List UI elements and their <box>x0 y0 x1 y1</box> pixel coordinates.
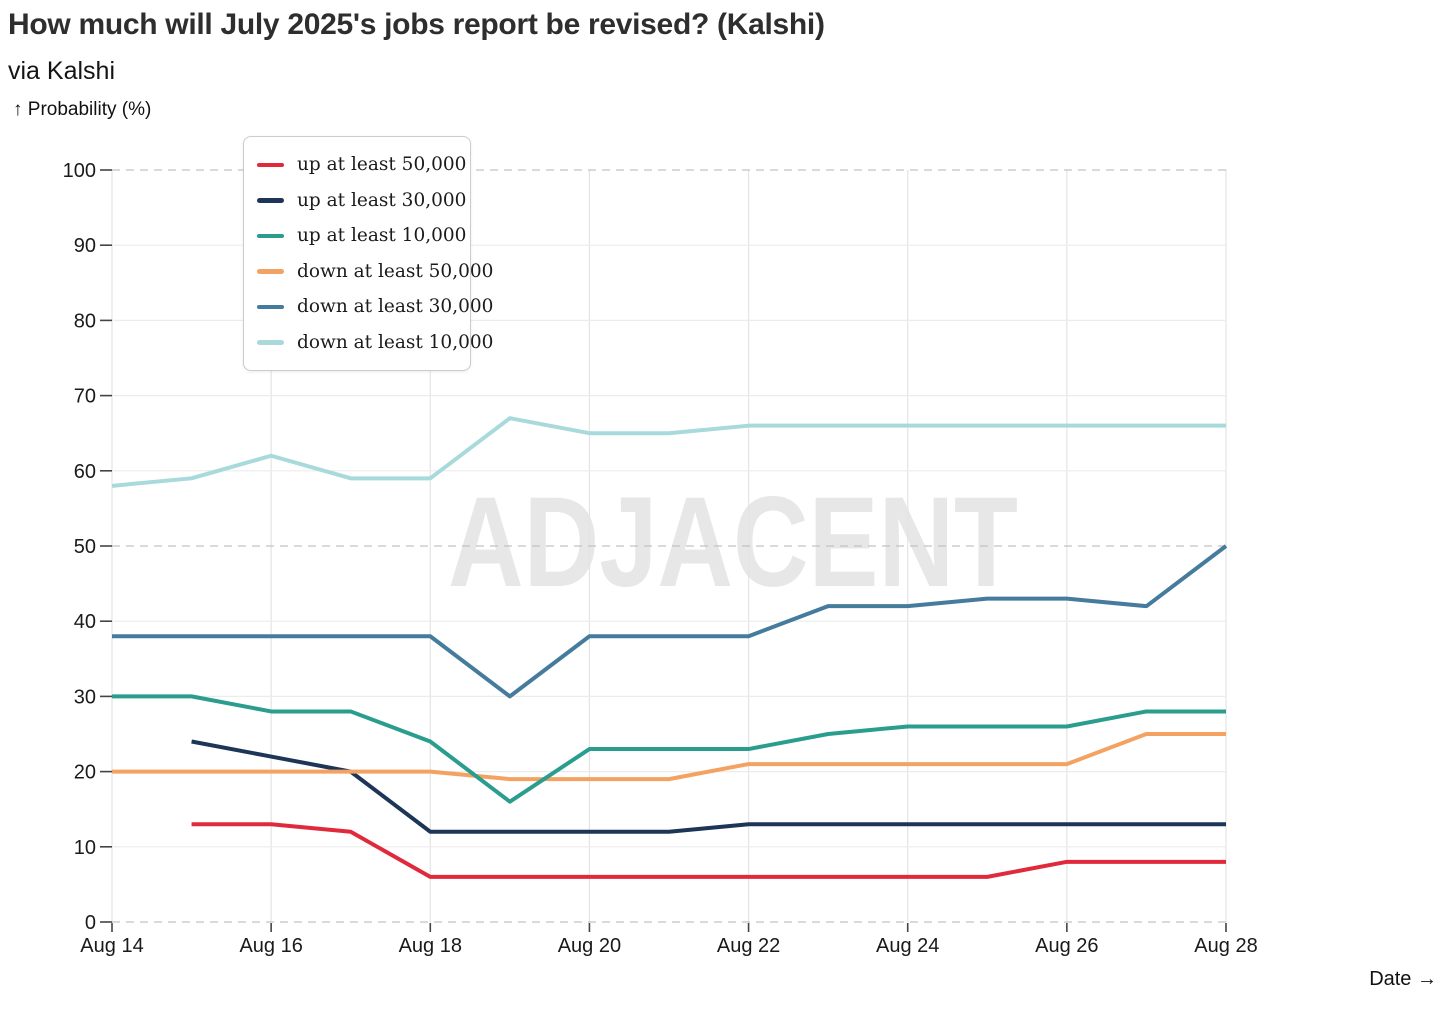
legend-label: up at least 50,000 <box>297 154 467 176</box>
x-tick-label: Aug 16 <box>239 935 302 957</box>
legend-swatch <box>257 162 284 167</box>
x-axis-label: Date → <box>1369 968 1437 990</box>
series-line-down-at-least-50-000 <box>112 732 1226 782</box>
series-line-up-at-least-10-000 <box>112 694 1226 804</box>
legend-item: up at least 50,000 <box>244 147 470 183</box>
legend-label: up at least 30,000 <box>297 189 467 211</box>
legend-item: up at least 10,000 <box>244 218 470 254</box>
x-tick-label: Aug 22 <box>717 935 780 957</box>
y-tick-label: 60 <box>74 461 96 483</box>
legend-label: down at least 10,000 <box>297 331 494 353</box>
y-tick-label: 100 <box>63 160 96 182</box>
y-tick-label: 70 <box>74 386 96 408</box>
watermark-text: ADJACENT <box>448 471 1018 614</box>
y-tick-label: 50 <box>74 536 96 558</box>
page-subtitle: via Kalshi <box>8 57 115 85</box>
x-tick-label: Aug 28 <box>1194 935 1257 957</box>
legend-swatch <box>257 198 284 203</box>
y-tick-label: 40 <box>74 611 96 633</box>
series-line-up-at-least-30-000 <box>191 739 1226 834</box>
legend-swatch <box>257 233 284 238</box>
series-line-up-at-least-50-000 <box>191 822 1226 879</box>
x-tick-label: Aug 20 <box>558 935 621 957</box>
legend-swatch <box>257 304 284 309</box>
page-title: How much will July 2025's jobs report be… <box>8 8 825 41</box>
x-tick-label: Aug 24 <box>876 935 939 957</box>
legend-label: down at least 30,000 <box>297 296 494 318</box>
legend-item: down at least 50,000 <box>244 254 493 290</box>
y-tick-label: 30 <box>74 686 96 708</box>
series-line-down-at-least-10-000 <box>111 416 1226 488</box>
x-tick-label: Aug 18 <box>399 935 462 957</box>
x-tick-label: Aug 14 <box>80 935 143 957</box>
y-axis-label: ↑ Probability (%) <box>13 99 152 120</box>
x-tick-label: Aug 26 <box>1035 935 1098 957</box>
legend: up at least 50,000 up at least 30,000 up a… <box>243 136 493 371</box>
y-tick-label: 90 <box>74 235 96 257</box>
legend-item: down at least 30,000 <box>244 289 493 325</box>
y-tick-label: 10 <box>74 837 96 859</box>
legend-item: down at least 10,000 <box>244 325 493 361</box>
series-line-down-at-least-30-000 <box>112 544 1228 699</box>
legend-item: up at least 30,000 <box>244 183 470 219</box>
y-tick-label: 80 <box>74 310 96 332</box>
legend-swatch <box>257 269 284 274</box>
y-tick-label: 0 <box>85 912 96 934</box>
legend-label: down at least 50,000 <box>297 260 494 282</box>
legend-label: up at least 10,000 <box>297 225 467 247</box>
y-tick-label: 20 <box>74 762 96 784</box>
legend-swatch <box>257 340 284 345</box>
